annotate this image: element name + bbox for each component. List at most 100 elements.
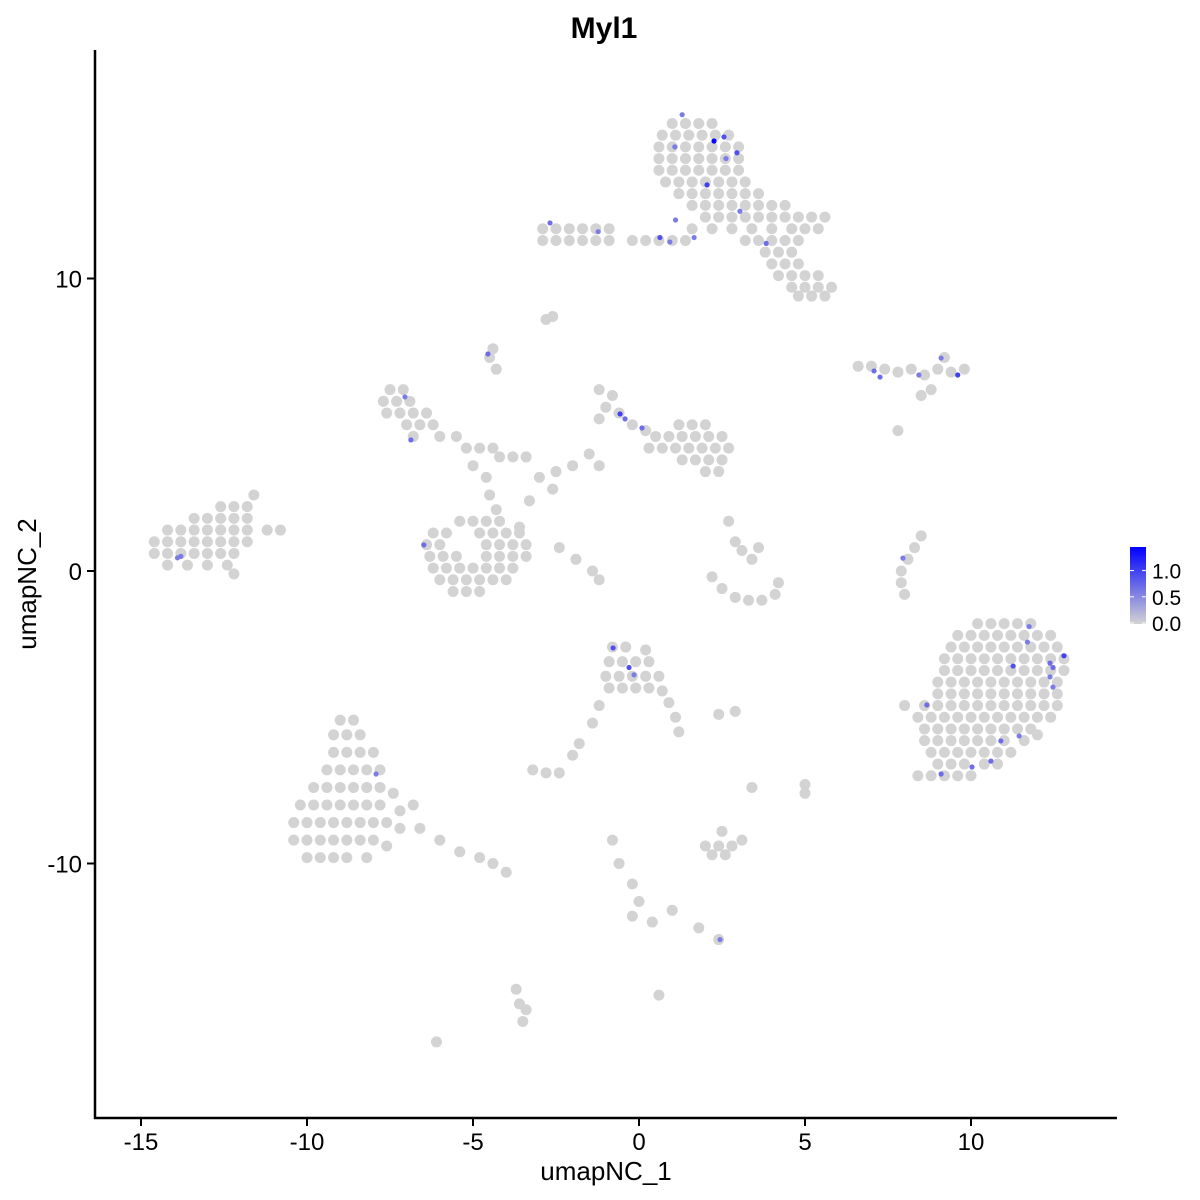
expressed-data-point xyxy=(938,355,944,361)
data-point xyxy=(679,141,691,153)
data-point xyxy=(600,670,612,682)
data-point xyxy=(593,413,605,425)
data-point xyxy=(215,547,227,559)
data-point xyxy=(620,641,632,653)
data-point xyxy=(640,670,652,682)
data-point xyxy=(726,211,738,223)
data-point xyxy=(321,781,333,793)
data-point xyxy=(965,653,977,665)
data-point xyxy=(347,764,359,776)
data-point xyxy=(958,363,970,375)
data-point xyxy=(577,234,589,246)
data-point xyxy=(772,577,784,589)
data-point xyxy=(706,849,718,861)
data-point xyxy=(427,562,439,574)
data-point xyxy=(932,363,944,375)
data-point xyxy=(952,711,964,723)
expressed-data-point xyxy=(667,239,673,245)
data-point xyxy=(706,164,718,176)
data-point xyxy=(713,188,725,200)
expressed-data-point xyxy=(617,411,623,417)
expressed-data-point xyxy=(998,738,1004,744)
data-point xyxy=(696,129,708,141)
expressed-data-point xyxy=(595,229,601,235)
data-point xyxy=(613,858,625,869)
data-point xyxy=(553,542,565,554)
data-point xyxy=(958,723,970,735)
y-axis-ticks: -10 0 10 xyxy=(47,267,95,879)
data-point xyxy=(341,852,353,864)
y-axis-label: umapNC_2 xyxy=(12,518,42,650)
data-point xyxy=(726,840,738,852)
data-point xyxy=(626,419,638,431)
data-point xyxy=(188,547,200,559)
data-point xyxy=(467,460,479,472)
data-point xyxy=(693,117,705,129)
data-point xyxy=(540,767,552,779)
data-point xyxy=(215,524,227,536)
data-point xyxy=(915,530,927,542)
data-point xyxy=(653,164,665,176)
data-point xyxy=(494,550,506,562)
data-point xyxy=(1018,653,1030,665)
data-point xyxy=(965,770,977,782)
data-point xyxy=(670,711,682,723)
expressed-data-point xyxy=(672,144,678,150)
data-point xyxy=(958,758,970,770)
data-point xyxy=(676,454,688,466)
data-point xyxy=(308,799,320,811)
data-point xyxy=(689,430,701,442)
data-point xyxy=(1038,688,1050,700)
data-point xyxy=(686,199,698,211)
data-point xyxy=(563,223,575,235)
data-point xyxy=(799,223,811,235)
data-point xyxy=(656,442,668,454)
data-point xyxy=(1011,723,1023,735)
data-point xyxy=(640,644,652,656)
data-point xyxy=(1018,711,1030,723)
data-point xyxy=(1005,746,1017,758)
data-point xyxy=(992,746,1004,758)
expressed-data-point xyxy=(1061,653,1067,659)
data-point xyxy=(460,585,472,597)
data-point xyxy=(1051,688,1063,700)
data-point xyxy=(480,471,492,483)
data-point xyxy=(938,711,950,723)
data-point xyxy=(739,176,751,188)
expressed-data-point xyxy=(723,155,729,162)
data-point xyxy=(261,524,273,536)
data-point xyxy=(397,384,409,396)
data-point xyxy=(354,729,366,741)
data-point xyxy=(414,419,426,431)
expressed-data-point xyxy=(373,771,379,777)
data-point xyxy=(706,223,718,235)
data-point xyxy=(653,989,665,1001)
data-point xyxy=(241,524,253,536)
data-point xyxy=(753,542,765,554)
x-axis-label: umapNC_1 xyxy=(540,1156,672,1186)
data-point xyxy=(998,618,1010,630)
data-point xyxy=(201,547,213,559)
data-point xyxy=(713,199,725,211)
data-point xyxy=(391,395,403,407)
data-point xyxy=(753,211,765,223)
data-point xyxy=(616,656,628,668)
data-point xyxy=(739,234,751,246)
data-point xyxy=(736,834,748,846)
expressed-data-point xyxy=(1026,623,1032,630)
data-point xyxy=(706,141,718,153)
data-point xyxy=(553,767,565,779)
data-point xyxy=(686,176,698,188)
data-point xyxy=(666,904,678,916)
data-point xyxy=(294,799,306,811)
data-point xyxy=(1051,641,1063,653)
data-point xyxy=(148,536,160,548)
data-point xyxy=(593,460,605,472)
data-point xyxy=(792,211,804,223)
data-point xyxy=(487,343,499,355)
data-point xyxy=(1038,700,1050,712)
data-point xyxy=(626,910,638,922)
data-point xyxy=(603,234,615,246)
data-point xyxy=(972,735,984,747)
data-point xyxy=(663,697,675,709)
